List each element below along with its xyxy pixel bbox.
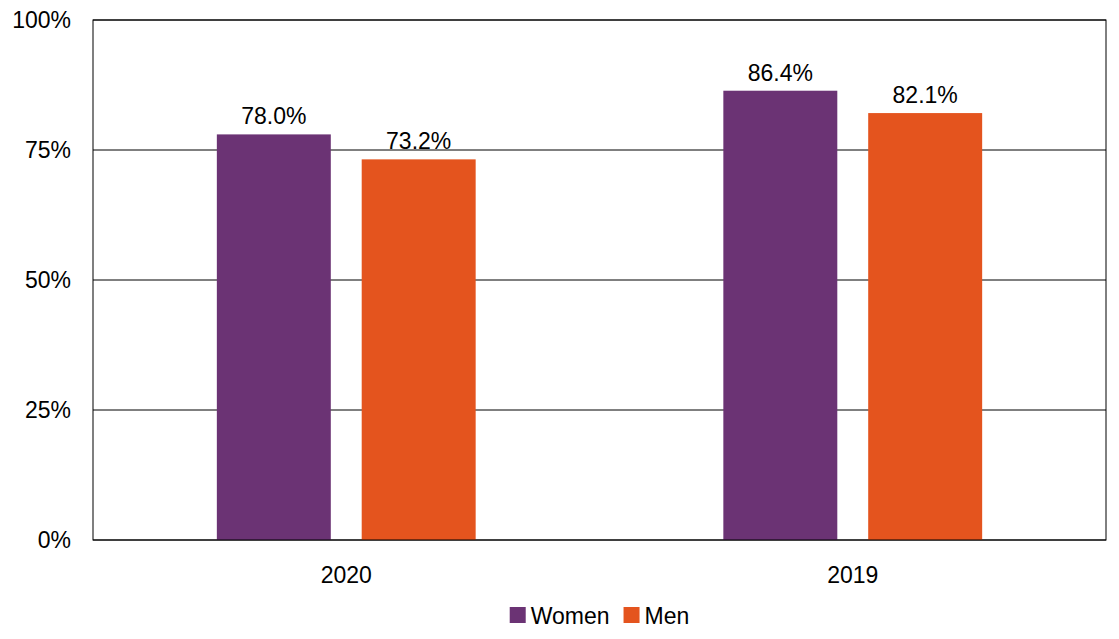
bar bbox=[362, 159, 476, 540]
legend-label: Men bbox=[645, 603, 690, 629]
bars bbox=[217, 91, 982, 540]
x-tick-label: 2020 bbox=[321, 562, 372, 588]
data-label: 82.1% bbox=[893, 82, 958, 108]
data-label: 73.2% bbox=[386, 128, 451, 154]
legend: Women Men bbox=[510, 603, 690, 629]
y-tick-label: 50% bbox=[25, 267, 71, 293]
y-tick-label: 25% bbox=[25, 397, 71, 423]
legend-swatch bbox=[510, 607, 526, 623]
legend-label: Women bbox=[531, 603, 610, 629]
data-label: 78.0% bbox=[241, 103, 306, 129]
y-tick-label: 100% bbox=[12, 7, 71, 33]
bar bbox=[723, 91, 837, 540]
data-label: 86.4% bbox=[748, 60, 813, 86]
x-tick-label: 2019 bbox=[827, 562, 878, 588]
bar bbox=[217, 134, 331, 540]
y-tick-label: 0% bbox=[38, 527, 71, 553]
data-labels: 78.0% 86.4% 73.2% 82.1% bbox=[241, 60, 958, 155]
legend-swatch bbox=[624, 607, 640, 623]
plot-frame bbox=[93, 20, 1106, 540]
bar bbox=[868, 113, 982, 540]
chart: 0% 25% 50% 75% 100% 78.0% 86.4% 73.2% 82.1% 2020 2… bbox=[0, 0, 1119, 639]
y-tick-label: 75% bbox=[25, 137, 71, 163]
